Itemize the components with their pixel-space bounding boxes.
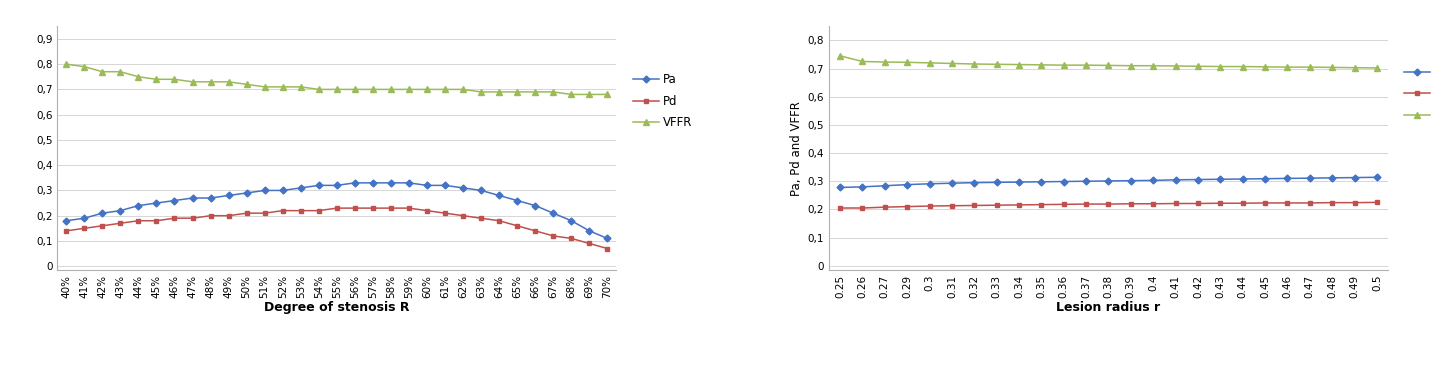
X-axis label: Lesion radius r: Lesion radius r — [1056, 301, 1161, 314]
Y-axis label: Pa, Pd and VFFR: Pa, Pd and VFFR — [790, 101, 803, 196]
X-axis label: Degree of stenosis R: Degree of stenosis R — [265, 301, 409, 314]
Legend: Pa, Pd, VFFR: Pa, Pd, VFFR — [628, 69, 697, 134]
Legend: Pa, Pd, VFFR: Pa, Pd, VFFR — [1400, 62, 1431, 126]
